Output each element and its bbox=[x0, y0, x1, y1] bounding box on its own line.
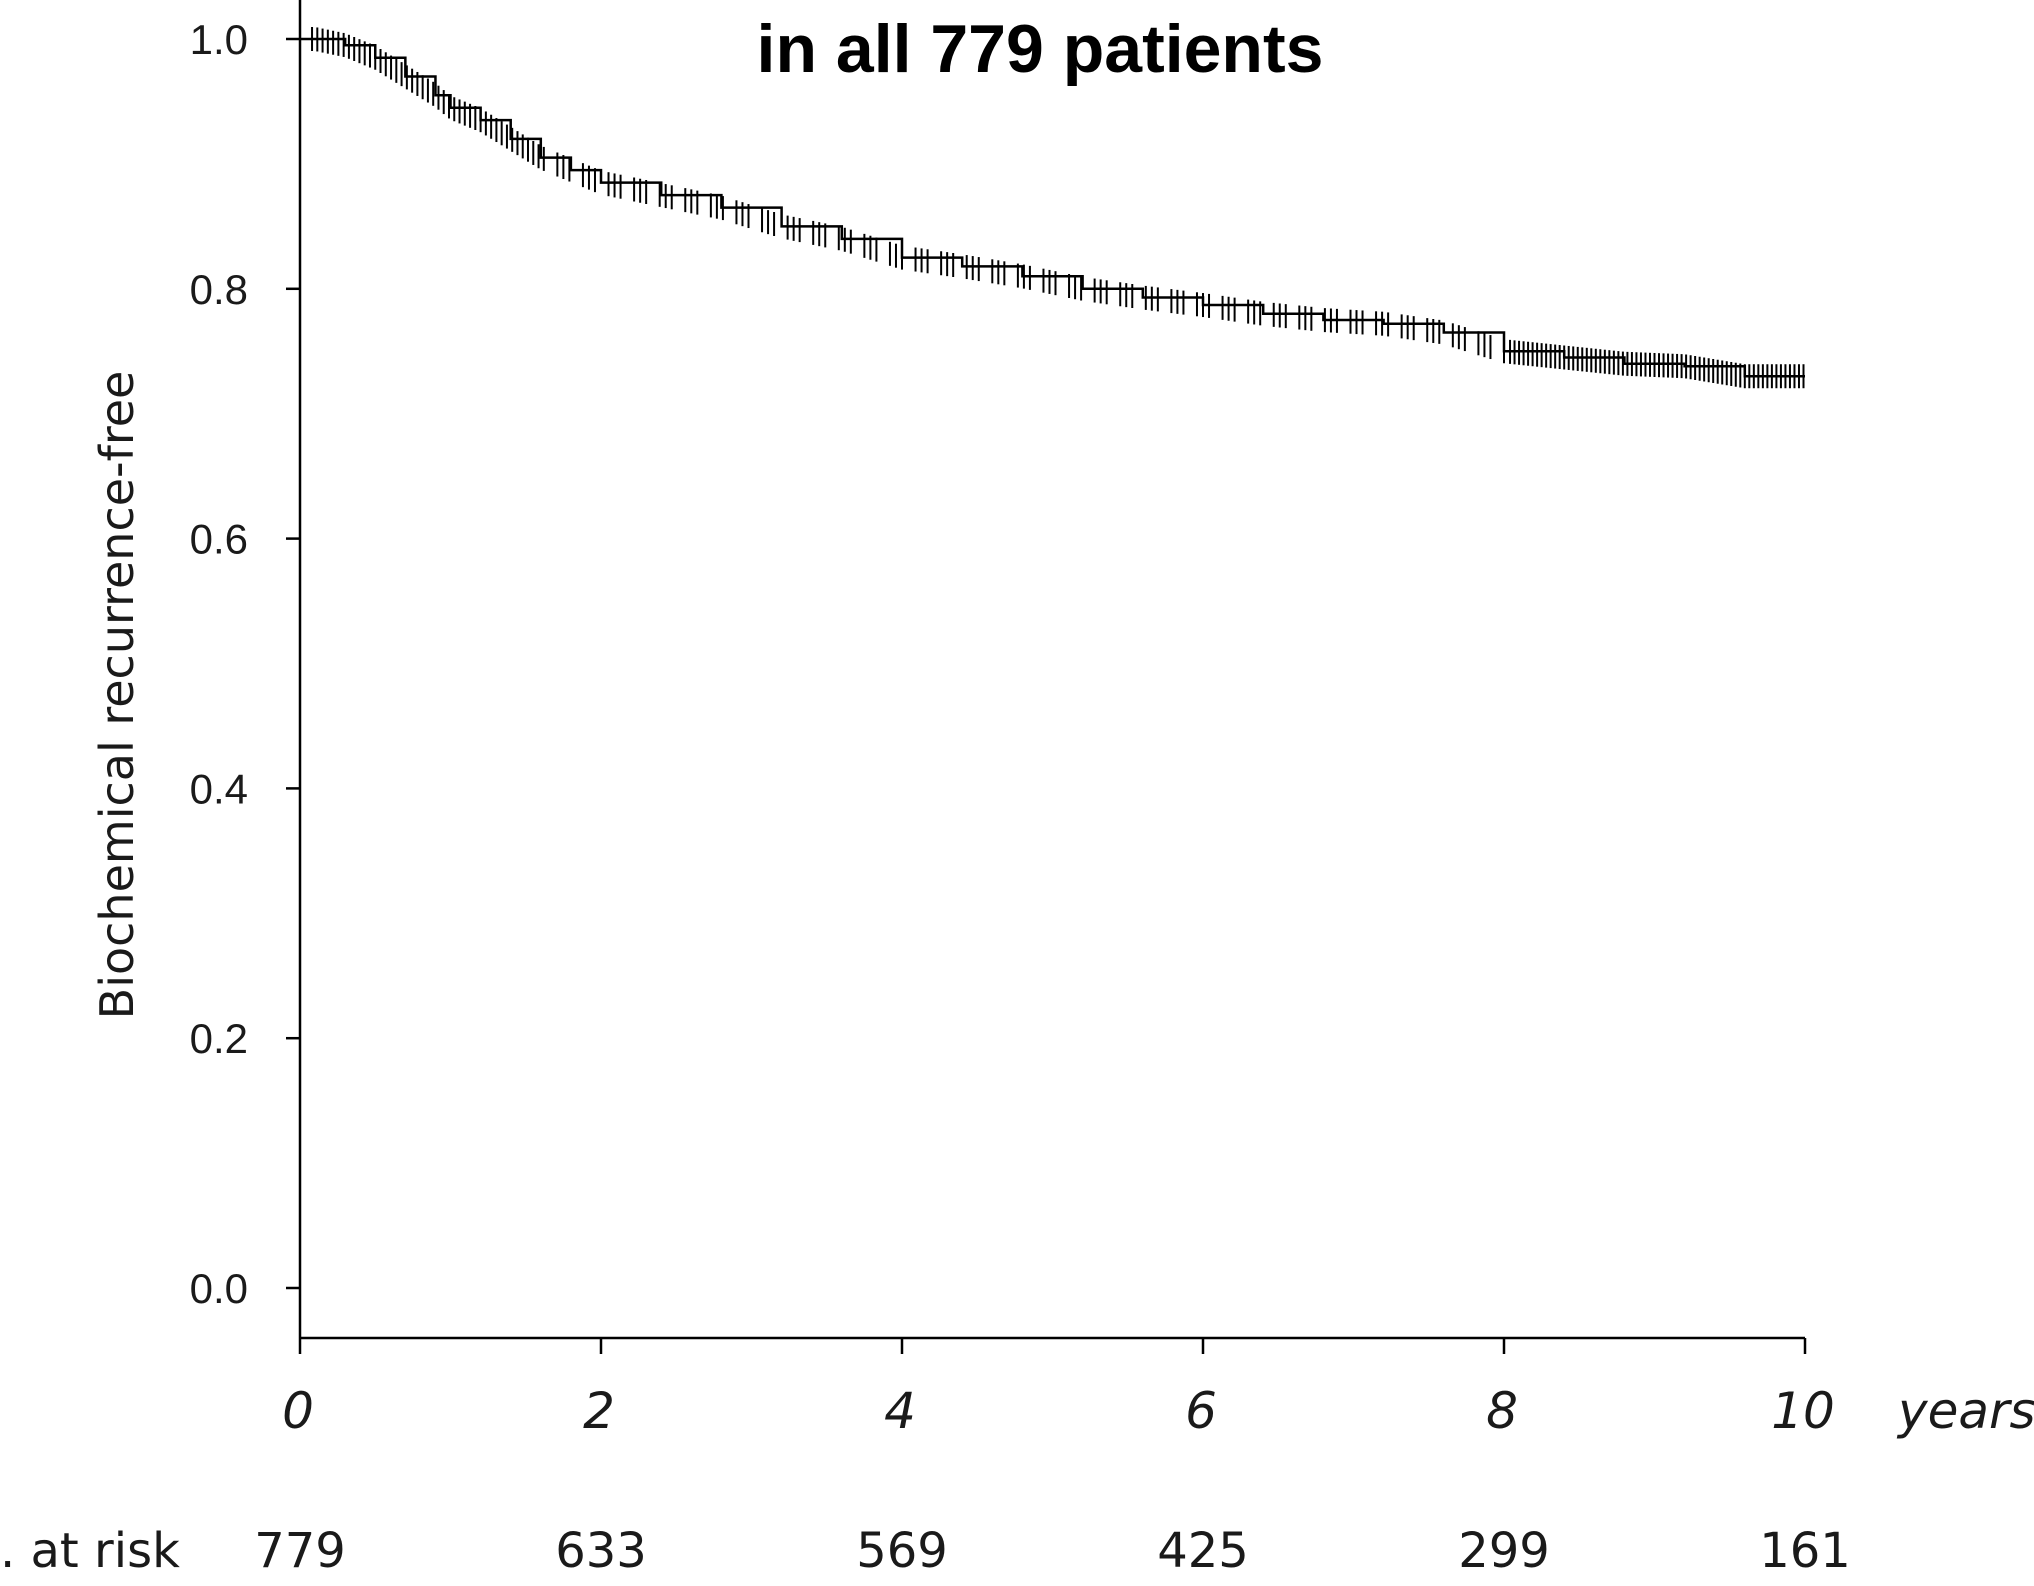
chart-title: in all 779 patients bbox=[757, 11, 1324, 87]
risk-table-label: . at risk bbox=[0, 1523, 180, 1579]
y-tick-label: 0.4 bbox=[190, 765, 248, 812]
x-tick-label: 2 bbox=[583, 1382, 615, 1440]
y-tick-label: 1.0 bbox=[190, 16, 248, 63]
risk-table-value: 779 bbox=[254, 1523, 346, 1579]
km-survival-curve bbox=[300, 37, 1805, 378]
y-tick-label: 0.2 bbox=[190, 1015, 248, 1062]
x-tick-label: 6 bbox=[1185, 1382, 1217, 1440]
y-axis-label: Biochemical recurrence-free bbox=[90, 371, 144, 1020]
censor-marks bbox=[311, 27, 1805, 389]
risk-table-value: 425 bbox=[1157, 1523, 1249, 1579]
y-tick-label: 0.6 bbox=[190, 516, 248, 563]
x-tick-label: 8 bbox=[1486, 1382, 1518, 1440]
risk-table-value: 569 bbox=[856, 1523, 948, 1579]
risk-table-value: 161 bbox=[1759, 1523, 1851, 1579]
risk-table-values: 779 633 569 425 299 161 bbox=[254, 1523, 1851, 1579]
y-ticks: 0.0 0.2 0.4 0.6 0.8 1.0 bbox=[190, 16, 300, 1312]
x-tick-label: 10 bbox=[1771, 1382, 1835, 1440]
risk-table-value: 299 bbox=[1458, 1523, 1550, 1579]
x-tick-label: 0 bbox=[282, 1382, 314, 1440]
y-tick-label: 0.0 bbox=[190, 1265, 248, 1312]
risk-table-value: 633 bbox=[555, 1523, 647, 1579]
x-axis-unit-label: years bbox=[1896, 1382, 2034, 1440]
x-tick-label: 4 bbox=[884, 1382, 916, 1440]
axes bbox=[298, 0, 1805, 1340]
x-ticks: 0 2 4 6 8 10 bbox=[282, 1338, 1835, 1440]
y-tick-label: 0.8 bbox=[190, 266, 248, 313]
